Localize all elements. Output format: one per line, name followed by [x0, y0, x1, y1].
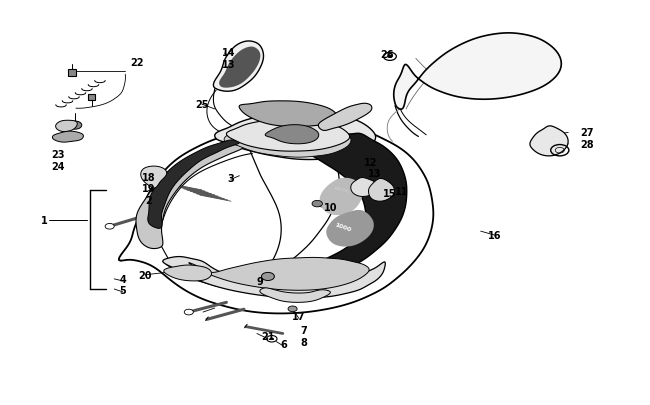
Polygon shape — [394, 34, 562, 110]
Text: 15: 15 — [383, 189, 396, 198]
Circle shape — [69, 122, 82, 130]
Circle shape — [105, 224, 114, 230]
Text: 2: 2 — [145, 196, 152, 205]
Text: 1: 1 — [42, 216, 48, 226]
Polygon shape — [162, 257, 385, 298]
Polygon shape — [326, 211, 374, 247]
Polygon shape — [188, 258, 369, 290]
Text: 3: 3 — [227, 173, 235, 183]
Text: 28: 28 — [580, 139, 594, 149]
Circle shape — [387, 55, 393, 59]
Text: 16: 16 — [488, 230, 502, 241]
Text: 11: 11 — [395, 187, 408, 196]
Polygon shape — [302, 134, 407, 278]
Polygon shape — [141, 167, 167, 188]
Polygon shape — [224, 122, 351, 158]
Polygon shape — [530, 126, 568, 156]
Text: 21: 21 — [261, 332, 275, 341]
Text: 20: 20 — [138, 270, 151, 280]
Text: 4: 4 — [119, 274, 126, 284]
Text: 25: 25 — [195, 100, 209, 110]
Polygon shape — [320, 178, 363, 215]
Text: 7: 7 — [301, 326, 307, 335]
Polygon shape — [239, 102, 337, 128]
FancyBboxPatch shape — [88, 94, 96, 101]
Text: 19: 19 — [142, 183, 155, 193]
Text: 14: 14 — [222, 48, 236, 58]
Polygon shape — [213, 42, 263, 92]
Polygon shape — [226, 120, 350, 152]
Text: 17: 17 — [292, 311, 306, 321]
Circle shape — [261, 273, 274, 281]
Text: 6: 6 — [280, 339, 287, 349]
Circle shape — [270, 338, 274, 340]
Text: 10: 10 — [324, 202, 337, 212]
Polygon shape — [318, 104, 372, 131]
Polygon shape — [214, 113, 376, 160]
Circle shape — [312, 201, 322, 207]
Text: 27: 27 — [580, 128, 594, 138]
Text: 22: 22 — [130, 58, 144, 68]
Text: 1000: 1000 — [333, 222, 352, 232]
Polygon shape — [265, 126, 318, 145]
Text: 26: 26 — [380, 50, 394, 60]
Polygon shape — [351, 178, 378, 197]
Polygon shape — [119, 126, 434, 313]
Text: 5: 5 — [119, 286, 126, 296]
FancyBboxPatch shape — [68, 70, 76, 77]
Text: 23: 23 — [51, 150, 64, 160]
Polygon shape — [164, 265, 211, 281]
Polygon shape — [148, 141, 239, 229]
Text: 13: 13 — [367, 168, 381, 179]
Text: 18: 18 — [142, 173, 155, 183]
Circle shape — [184, 309, 193, 315]
Polygon shape — [53, 132, 83, 143]
Polygon shape — [260, 288, 330, 303]
Polygon shape — [219, 47, 261, 88]
Text: 8: 8 — [301, 337, 307, 347]
Text: 9: 9 — [257, 276, 263, 286]
Polygon shape — [369, 179, 395, 202]
Circle shape — [288, 306, 297, 312]
Text: 12: 12 — [363, 157, 377, 167]
Polygon shape — [136, 141, 251, 249]
Polygon shape — [56, 121, 77, 132]
Text: 13: 13 — [222, 60, 236, 70]
Text: 24: 24 — [51, 161, 64, 171]
Text: ARCTIC CAT: ARCTIC CAT — [334, 185, 358, 195]
